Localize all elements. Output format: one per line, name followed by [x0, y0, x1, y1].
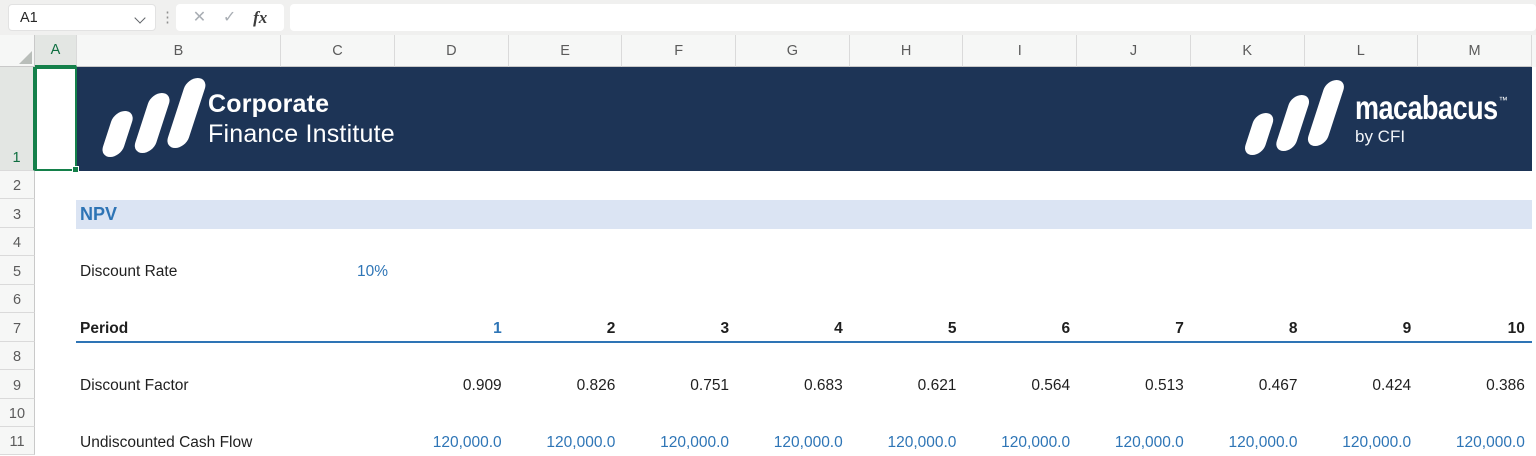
chevron-down-icon[interactable] — [136, 13, 146, 23]
cash-flow-cell[interactable]: 120,000.0 — [1228, 434, 1298, 451]
selected-cell-a1[interactable] — [35, 67, 79, 173]
period-row-underline — [76, 341, 1532, 343]
column-header[interactable]: F — [622, 35, 737, 67]
select-all-corner[interactable] — [0, 35, 35, 67]
period-cell[interactable]: 7 — [1175, 320, 1184, 337]
row-header[interactable]: 4 — [0, 227, 35, 257]
cfi-logo-icon — [99, 78, 209, 157]
discount-rate-label[interactable]: Discount Rate — [80, 263, 178, 280]
name-box-value: A1 — [20, 9, 38, 26]
row-header[interactable]: 1 — [0, 67, 35, 171]
row-header[interactable]: 2 — [0, 171, 35, 200]
discount-factor-cell[interactable]: 0.683 — [803, 377, 843, 394]
cash-flow-cell[interactable]: 120,000.0 — [1001, 434, 1071, 451]
column-header[interactable]: D — [395, 35, 509, 67]
cash-flow-cell[interactable]: 120,000.0 — [773, 434, 843, 451]
column-header[interactable]: A — [35, 35, 77, 67]
formula-bar-input[interactable] — [290, 4, 1536, 31]
period-cell[interactable]: 5 — [947, 320, 957, 337]
column-header[interactable]: G — [736, 35, 850, 67]
discount-factor-cells: 0.909 0.826 0.751 0.683 0.621 0.564 0.513 0.467… — [395, 371, 1533, 400]
period-cell[interactable]: 9 — [1402, 320, 1412, 337]
formula-buttons: ✕ ✓ fx — [176, 4, 284, 31]
trademark-symbol: ™ — [1498, 95, 1508, 105]
row-header[interactable]: 7 — [0, 313, 35, 342]
macabacus-logo-text: macabacus™ by CFI — [1355, 89, 1508, 148]
cash-flow-cell[interactable]: 120,000.0 — [1114, 434, 1184, 451]
discount-factor-cell[interactable]: 0.513 — [1145, 377, 1184, 394]
column-header[interactable]: E — [508, 35, 623, 67]
fill-handle[interactable] — [72, 166, 79, 173]
cash-flow-cells: 120,000.0 120,000.0 120,000.0 120,000.0 120,… — [395, 428, 1533, 456]
discount-factor-cell[interactable]: 0.424 — [1372, 377, 1412, 394]
cash-flow-cell[interactable]: 120,000.0 — [432, 434, 502, 451]
period-cell[interactable]: 1 — [493, 320, 502, 337]
period-cell[interactable]: 4 — [834, 320, 843, 337]
enter-icon[interactable]: ✓ — [222, 9, 237, 26]
column-header[interactable]: L — [1304, 35, 1419, 67]
row-header[interactable]: 5 — [0, 256, 35, 285]
discount-rate-value[interactable]: 10% — [356, 263, 388, 280]
column-header[interactable]: I — [963, 35, 1078, 67]
row-header[interactable]: 9 — [0, 370, 35, 399]
period-cell[interactable]: 8 — [1288, 320, 1298, 337]
column-header[interactable]: C — [281, 35, 395, 67]
period-cell[interactable]: 2 — [606, 320, 616, 337]
macabacus-title: macabacus — [1355, 89, 1498, 127]
period-cell[interactable]: 6 — [1061, 320, 1071, 337]
discount-factor-cell[interactable]: 0.467 — [1258, 377, 1298, 394]
row-header[interactable]: 11 — [0, 426, 35, 456]
cfi-logo-text: Corporate Finance Institute — [208, 89, 395, 149]
row-header[interactable]: 3 — [0, 199, 35, 228]
row-header[interactable]: 8 — [0, 341, 35, 371]
macabacus-logo-icon — [1242, 80, 1347, 155]
discount-factor-cell[interactable]: 0.909 — [462, 377, 502, 394]
discount-factor-cell[interactable]: 0.564 — [1031, 377, 1071, 394]
cancel-icon[interactable]: ✕ — [192, 9, 207, 26]
cash-flow-label[interactable]: Undiscounted Cash Flow — [80, 434, 253, 451]
discount-factor-cell[interactable]: 0.386 — [1486, 377, 1525, 394]
period-cells: 1 2 3 4 5 6 7 8 9 10 — [395, 314, 1533, 343]
column-header[interactable]: H — [849, 35, 964, 67]
cash-flow-cell[interactable]: 120,000.0 — [1342, 434, 1412, 451]
row-header[interactable]: 6 — [0, 284, 35, 314]
cfi-subtitle: Finance Institute — [208, 120, 395, 148]
section-title-npv[interactable]: NPV — [76, 200, 1532, 229]
insert-function-icon[interactable]: fx — [253, 7, 268, 27]
name-box[interactable]: A1 — [8, 4, 156, 31]
column-header[interactable]: K — [1190, 35, 1305, 67]
corner-triangle-icon — [19, 51, 32, 64]
grip-dots-icon[interactable]: ⋮ — [160, 9, 175, 26]
row-header[interactable]: 10 — [0, 398, 35, 427]
cash-flow-cell[interactable]: 120,000.0 — [1455, 434, 1525, 451]
cash-flow-cell[interactable]: 120,000.0 — [660, 434, 730, 451]
discount-factor-cell[interactable]: 0.751 — [690, 377, 730, 394]
discount-factor-label[interactable]: Discount Factor — [80, 377, 189, 394]
discount-factor-cell[interactable]: 0.826 — [576, 377, 616, 394]
cfi-title: Corporate — [208, 90, 330, 118]
cash-flow-cell[interactable]: 120,000.0 — [887, 434, 957, 451]
column-header[interactable]: M — [1418, 35, 1532, 67]
row-headers: 1 2 3 4 5 6 7 8 9 10 11 — [0, 67, 35, 456]
formula-toolbar: A1 ⋮ ✕ ✓ fx — [0, 0, 1536, 35]
cash-flow-cell[interactable]: 120,000.0 — [546, 434, 616, 451]
column-header[interactable]: J — [1077, 35, 1191, 67]
sheet-canvas[interactable]: Corporate Finance Institute macabacus™ b… — [35, 67, 1536, 456]
brand-banner: Corporate Finance Institute macabacus™ b… — [77, 67, 1532, 171]
period-cell[interactable]: 3 — [720, 320, 730, 337]
period-label[interactable]: Period — [80, 320, 129, 337]
sheet-body: 1 2 3 4 5 6 7 8 9 10 11 Corporate Finance Institut… — [0, 67, 1536, 456]
macabacus-subtitle: by CFI — [1355, 127, 1406, 146]
period-cell[interactable]: 10 — [1507, 320, 1525, 337]
discount-factor-cell[interactable]: 0.621 — [917, 377, 957, 394]
column-header[interactable]: B — [77, 35, 281, 67]
